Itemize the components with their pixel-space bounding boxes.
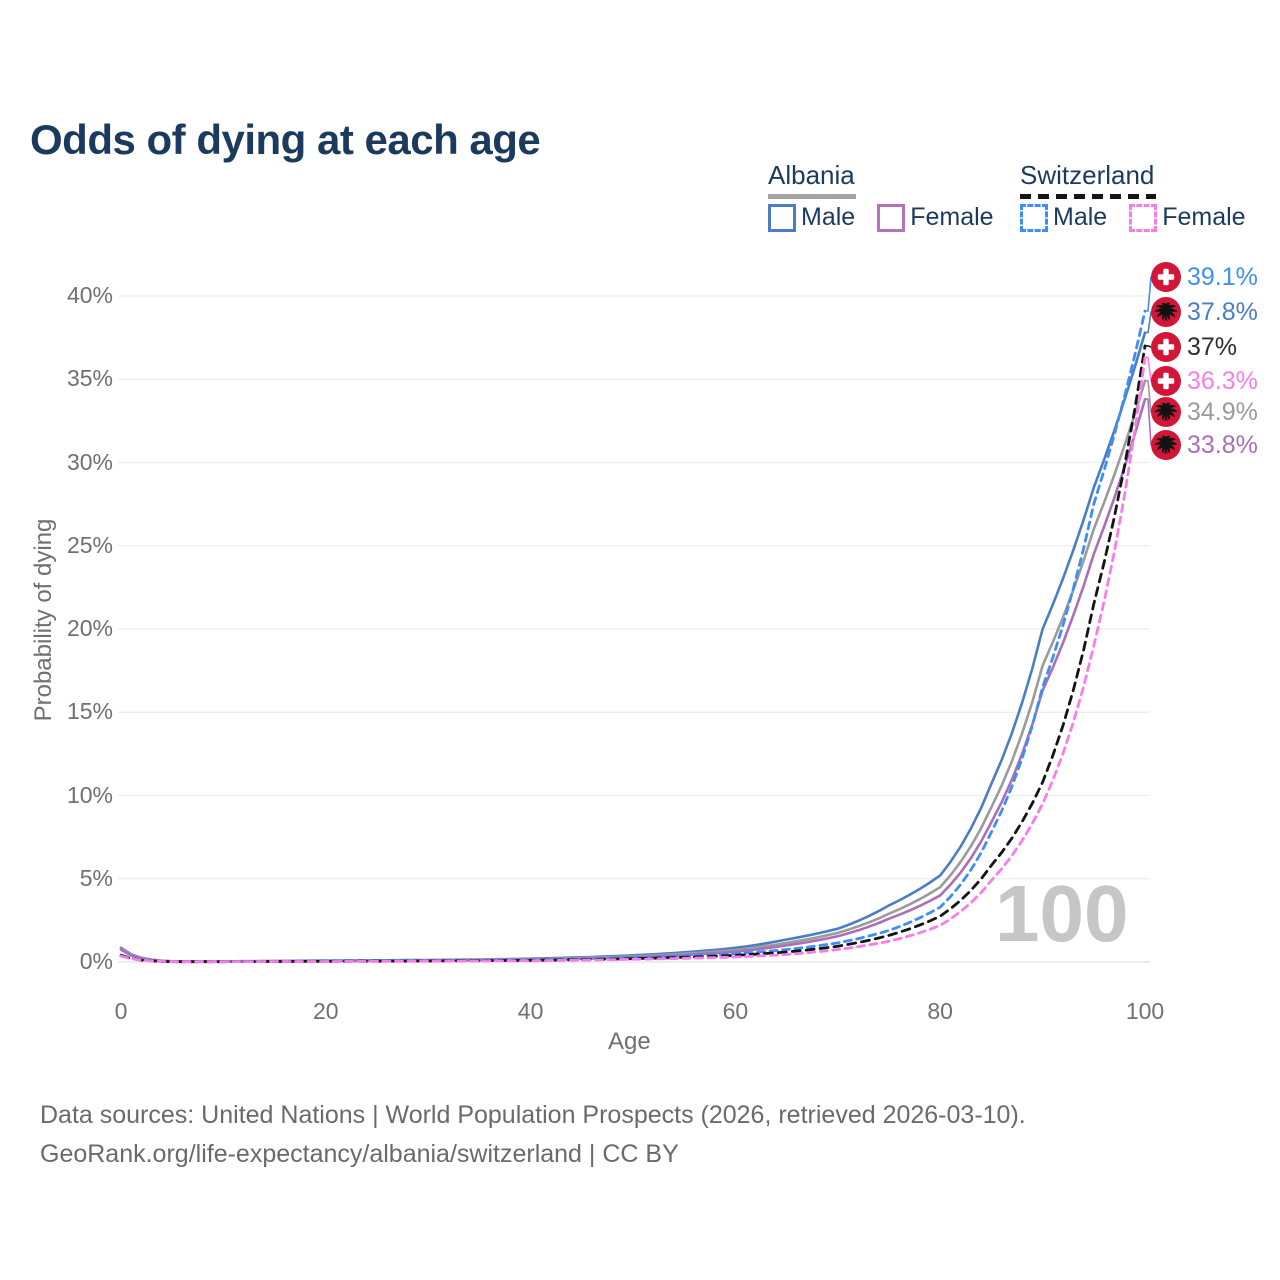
x-tick-label: 0 bbox=[114, 998, 128, 1024]
end-label-switzerland-total[interactable]: 37% bbox=[1151, 332, 1237, 362]
legend-albania-line-sample bbox=[768, 194, 856, 199]
end-label-albania-total[interactable]: 34.9% bbox=[1151, 397, 1258, 427]
legend-label: Female bbox=[910, 203, 994, 231]
end-value-label: 33.8% bbox=[1187, 430, 1258, 459]
page-title: Odds of dying at each age bbox=[30, 116, 541, 164]
y-tick-label: 10% bbox=[66, 781, 113, 808]
albania-male-swatch-icon bbox=[768, 203, 796, 232]
x-tick-label: 40 bbox=[517, 998, 544, 1024]
x-tick-label: 20 bbox=[313, 998, 339, 1024]
data-sources-line: Data sources: United Nations | World Pop… bbox=[40, 1101, 1026, 1129]
attribution-line[interactable]: GeoRank.org/life-expectancy/albania/swit… bbox=[40, 1140, 679, 1168]
x-tick-label: 100 bbox=[1125, 998, 1165, 1024]
switzerland-flag-icon bbox=[1151, 366, 1181, 396]
legend-item-albania-female[interactable]: Female bbox=[877, 203, 994, 232]
end-value-label: 37.8% bbox=[1187, 297, 1258, 326]
end-value-label: 34.9% bbox=[1187, 397, 1258, 426]
end-label-albania-female[interactable]: 33.8% bbox=[1151, 430, 1258, 460]
legend-label: Male bbox=[801, 203, 856, 231]
x-tick-label: 80 bbox=[927, 998, 953, 1024]
albania-flag-icon bbox=[1151, 297, 1181, 327]
albania-flag-icon bbox=[1151, 430, 1181, 460]
y-tick-label: 0% bbox=[79, 948, 113, 974]
y-tick-label: 30% bbox=[66, 448, 113, 475]
x-tick-label: 60 bbox=[722, 998, 749, 1024]
y-tick-label: 20% bbox=[66, 615, 113, 641]
y-tick-label: 25% bbox=[66, 531, 113, 558]
legend-switzerland-line-sample bbox=[1020, 194, 1156, 199]
switzerland-flag-icon bbox=[1151, 262, 1181, 292]
legend-label: Male bbox=[1053, 203, 1108, 231]
y-tick-label: 5% bbox=[79, 864, 113, 891]
legend-group-switzerland: Switzerland bbox=[1020, 160, 1156, 199]
y-tick-label: 15% bbox=[66, 698, 113, 725]
footer: Data sources: United Nations | World Pop… bbox=[40, 1096, 1026, 1174]
end-value-label: 39.1% bbox=[1187, 262, 1258, 291]
legend-item-switzerland-male[interactable]: Male bbox=[1020, 203, 1107, 232]
switzerland-female-swatch-icon bbox=[1129, 203, 1158, 232]
legend-country-albania[interactable]: Albania bbox=[768, 160, 855, 190]
legend-items-switzerland: Male Female bbox=[1020, 203, 1246, 232]
y-tick-label: 35% bbox=[66, 365, 113, 392]
legend-items-albania: Male Female bbox=[768, 203, 994, 232]
albania-female-swatch-icon bbox=[877, 203, 906, 232]
albania-flag-icon bbox=[1151, 397, 1181, 427]
end-label-switzerland-female[interactable]: 36.3% bbox=[1151, 366, 1258, 396]
x-axis-title: Age bbox=[608, 1028, 651, 1055]
legend-label: Female bbox=[1162, 203, 1246, 231]
end-value-label: 37% bbox=[1187, 332, 1238, 361]
end-label-albania-male[interactable]: 37.8% bbox=[1151, 297, 1258, 327]
end-value-label: 36.3% bbox=[1187, 366, 1258, 395]
hovered-age-watermark: 100 bbox=[995, 869, 1129, 958]
legend-item-switzerland-female[interactable]: Female bbox=[1129, 203, 1246, 232]
legend-country-switzerland[interactable]: Switzerland bbox=[1020, 160, 1155, 190]
plot-area[interactable] bbox=[121, 256, 1145, 962]
curve-switzerland-female[interactable] bbox=[119, 356, 1147, 964]
switzerland-male-swatch-icon bbox=[1020, 203, 1048, 232]
legend-group-albania: Albania bbox=[768, 160, 856, 199]
switzerland-flag-icon bbox=[1151, 332, 1181, 362]
end-label-switzerland-male[interactable]: 39.1% bbox=[1151, 262, 1258, 292]
legend-item-albania-male[interactable]: Male bbox=[768, 203, 855, 232]
y-tick-label: 40% bbox=[66, 282, 113, 308]
